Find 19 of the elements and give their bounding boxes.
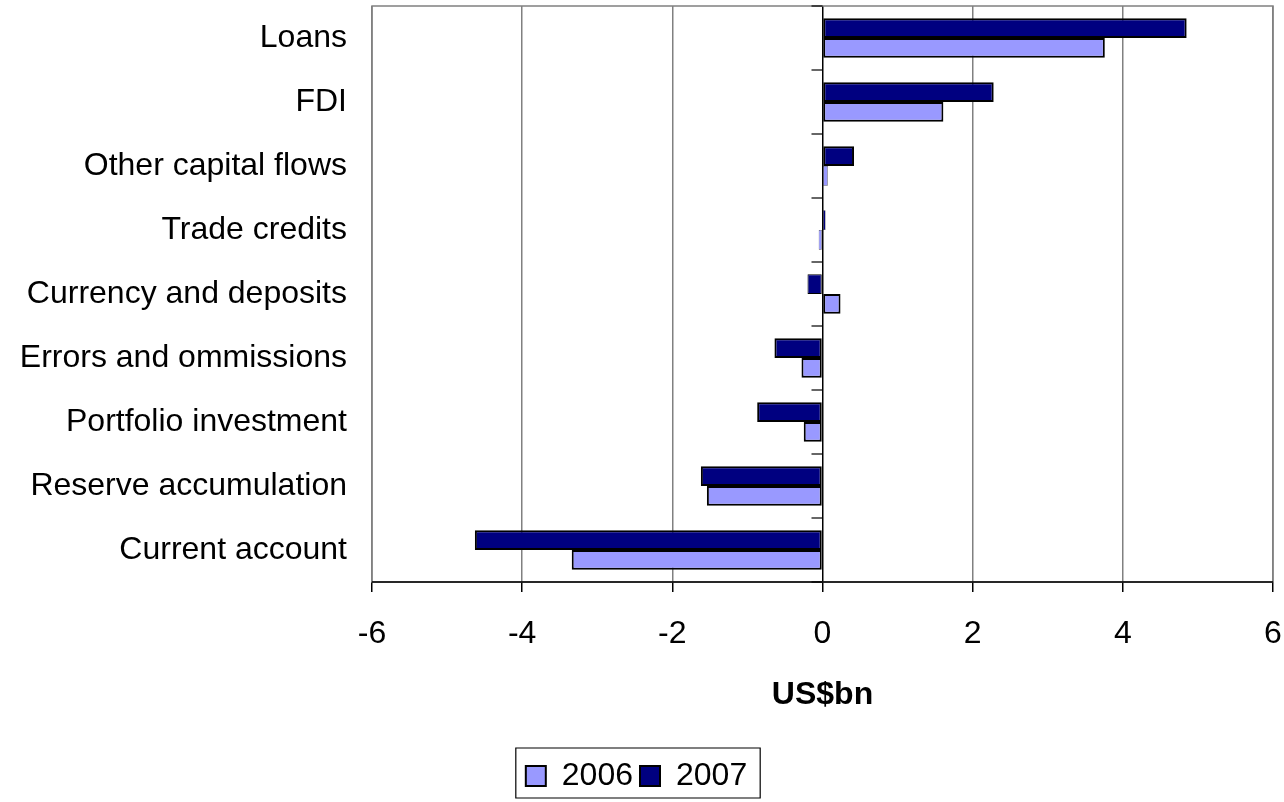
y-tick-label: Trade credits	[161, 209, 347, 246]
y-tick-label: Reserve accumulation	[30, 465, 347, 502]
x-tick-label: 0	[813, 614, 832, 651]
legend-label: 2006	[561, 755, 633, 792]
y-tick-label: Other capital flows	[83, 145, 347, 182]
x-tick-label: 6	[1264, 614, 1282, 651]
y-tick-label: FDI	[295, 81, 347, 118]
legend-label: 2007	[676, 755, 748, 792]
x-axis-title: US$bn	[771, 674, 874, 711]
x-tick-label: -4	[507, 614, 537, 651]
x-tick-label: -6	[357, 614, 387, 651]
x-tick-label: 2	[963, 614, 982, 651]
x-tick-label: 4	[1113, 614, 1132, 651]
y-tick-label: Errors and ommissions	[19, 337, 347, 374]
y-tick-label: Portfolio investment	[65, 401, 348, 438]
y-tick-label: Loans	[259, 17, 347, 54]
y-tick-label: Current account	[119, 529, 348, 566]
x-tick-label: -2	[658, 614, 687, 651]
y-tick-label: Currency and deposits	[26, 273, 347, 310]
